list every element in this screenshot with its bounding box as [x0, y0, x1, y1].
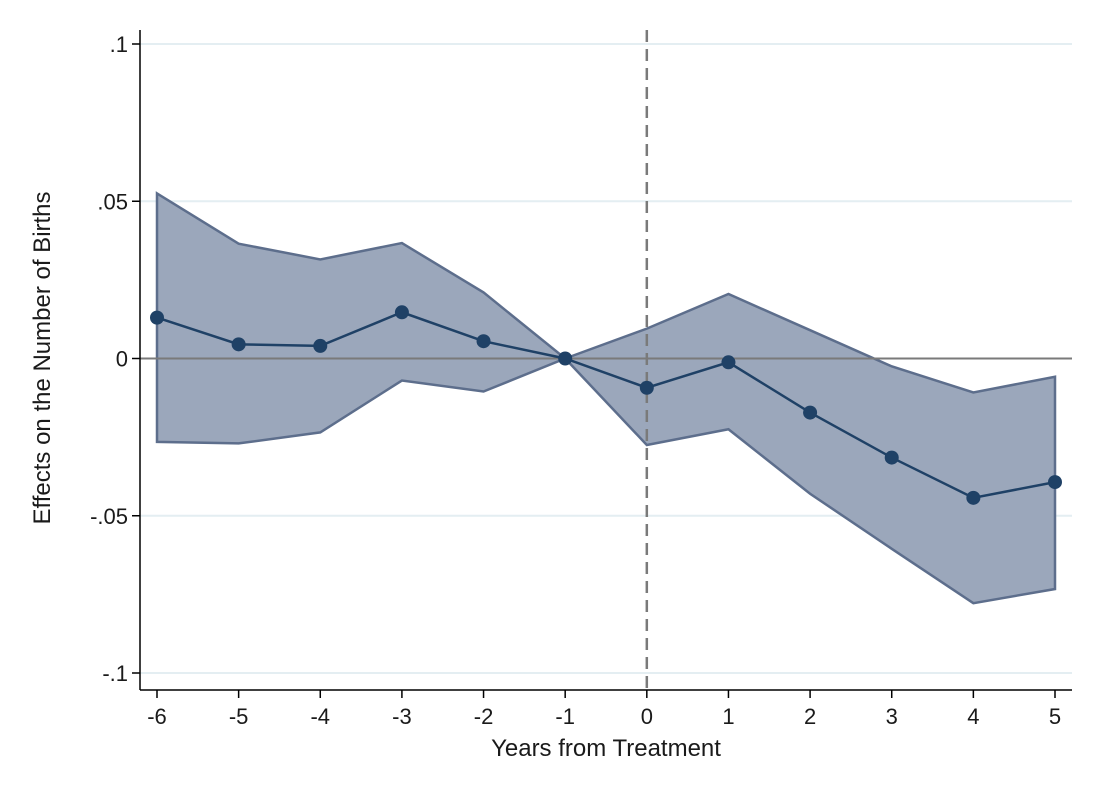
series-line [156, 310, 1056, 500]
y-axis-title: Effects on the Number of Births [29, 191, 56, 524]
data-point [639, 380, 654, 395]
y-tick-label: .1 [110, 32, 128, 57]
x-tick-label: 1 [722, 704, 734, 729]
x-axis-title: Years from Treatment [491, 735, 721, 762]
confidence-band [155, 191, 1057, 605]
x-tick-label: 2 [804, 704, 816, 729]
data-point [558, 351, 573, 366]
x-tick-label: -3 [392, 704, 412, 729]
x-tick-label: -4 [310, 704, 330, 729]
y-tick-label: -.1 [102, 661, 128, 686]
data-point [803, 405, 818, 420]
grid [140, 43, 1072, 674]
x-tick-label: -1 [555, 704, 575, 729]
data-point [1048, 475, 1062, 490]
data-point [394, 305, 409, 320]
data-point [966, 490, 981, 505]
data-point [476, 334, 491, 349]
x-tick-label: -6 [147, 704, 167, 729]
x-tick-label: 0 [641, 704, 653, 729]
x-tick-label: 4 [967, 704, 979, 729]
reference-lines [140, 30, 1072, 690]
y-tick-label: .05 [97, 189, 128, 214]
axes: .1 .05 0 -.05 -.1 -6 -5 -4 -3 -2 -1 0 1 2 3 4 5 [90, 30, 1072, 729]
y-tick-label: -.05 [90, 504, 128, 529]
x-tick-label: 5 [1049, 704, 1061, 729]
x-tick-label: -2 [474, 704, 494, 729]
y-tick-label: 0 [116, 347, 128, 372]
data-point [721, 355, 736, 370]
confidence-interval-area [155, 191, 1057, 605]
series [150, 305, 1062, 505]
data-point [231, 337, 246, 352]
x-tick-label: 3 [886, 704, 898, 729]
x-tick-label: -5 [229, 704, 249, 729]
data-point [884, 450, 899, 465]
data-point [313, 338, 328, 353]
data-point [150, 310, 164, 325]
